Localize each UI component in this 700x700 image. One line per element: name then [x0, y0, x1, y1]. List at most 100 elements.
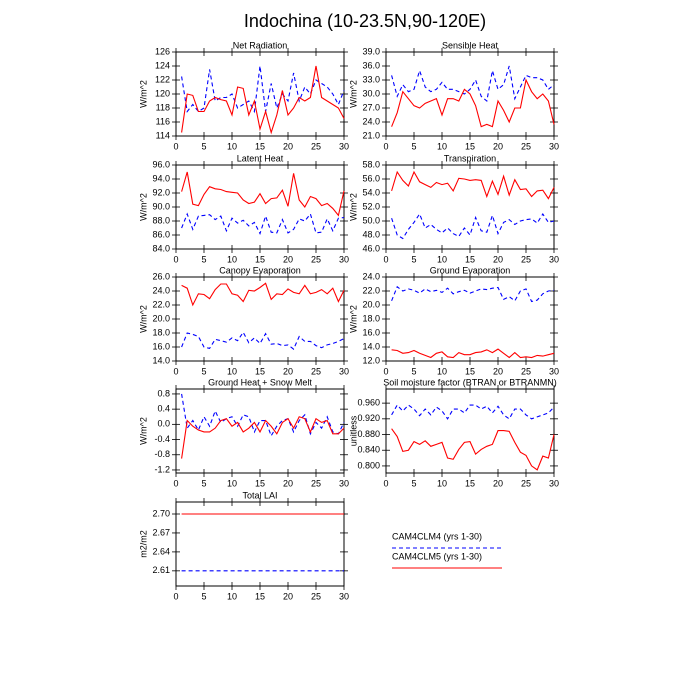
y-tick-label: 20.0	[152, 313, 170, 323]
y-tick-label: -0.8	[154, 449, 170, 459]
panel-title: Soil moisture factor (BTRAN or BTRANMN)	[383, 377, 557, 387]
y-tick-label: 18.0	[152, 327, 170, 337]
series-line	[181, 416, 345, 459]
y-tick-label: 88.0	[152, 215, 170, 225]
series-line	[391, 78, 555, 128]
y-axis-label: W/m^2	[138, 305, 148, 333]
plot-frame	[385, 276, 555, 362]
plot-frame	[175, 388, 345, 474]
x-tick-label: 0	[383, 254, 388, 264]
y-tick-label: 116	[156, 116, 170, 126]
x-tick-label: 20	[283, 591, 293, 601]
x-tick-label: 10	[437, 254, 447, 264]
x-tick-label: 25	[311, 141, 321, 151]
y-tick-label: 0.8	[157, 388, 170, 398]
x-tick-label: 10	[227, 141, 237, 151]
y-tick-label: 27.0	[362, 102, 380, 112]
y-tick-label: -1.2	[154, 464, 170, 474]
x-tick-label: 25	[521, 366, 531, 376]
series-line	[391, 65, 555, 103]
plot-frame	[175, 501, 345, 587]
x-tick-label: 5	[201, 591, 206, 601]
x-tick-label: 0	[173, 591, 178, 601]
x-tick-label: 5	[201, 366, 206, 376]
x-tick-label: 30	[339, 591, 349, 601]
y-tick-label: 56.0	[362, 173, 380, 183]
x-tick-label: 0	[173, 366, 178, 376]
x-tick-label: 20	[493, 254, 503, 264]
y-axis-label: W/m^2	[138, 417, 148, 445]
panel-title: Net Radiation	[233, 40, 288, 50]
plot-frame	[385, 388, 555, 474]
x-tick-label: 5	[411, 254, 416, 264]
x-tick-label: 0	[383, 141, 388, 151]
series-line	[391, 428, 555, 471]
y-tick-label: 120	[155, 88, 170, 98]
x-tick-label: 15	[465, 366, 475, 376]
x-tick-label: 0	[383, 478, 388, 488]
y-tick-label: 18.0	[362, 313, 380, 323]
y-tick-label: 22.0	[362, 285, 380, 295]
y-axis-label: W/m^2	[348, 80, 358, 108]
y-tick-label: 0.0	[157, 419, 170, 429]
x-tick-label: 5	[201, 141, 206, 151]
series-line	[181, 65, 345, 135]
panel-title: Ground Evaporation	[430, 265, 511, 275]
x-tick-label: 0	[173, 141, 178, 151]
x-tick-label: 5	[201, 254, 206, 264]
x-tick-label: 25	[311, 478, 321, 488]
x-tick-label: 25	[521, 254, 531, 264]
x-tick-label: 20	[283, 478, 293, 488]
x-tick-label: 30	[549, 254, 559, 264]
y-tick-label: 24.0	[362, 271, 380, 281]
y-tick-label: 26.0	[152, 271, 170, 281]
x-tick-label: 30	[549, 478, 559, 488]
series-line	[391, 212, 555, 240]
y-tick-label: 126	[155, 46, 170, 56]
x-tick-label: 20	[283, 141, 293, 151]
x-tick-label: 0	[383, 366, 388, 376]
y-tick-label: 0.880	[357, 429, 380, 439]
y-tick-label: 24.0	[152, 285, 170, 295]
y-tick-label: 16.0	[152, 341, 170, 351]
x-tick-label: 5	[201, 478, 206, 488]
y-tick-label: 22.0	[152, 299, 170, 309]
y-tick-label: 50.0	[362, 215, 380, 225]
x-tick-label: 30	[339, 366, 349, 376]
y-axis-label: W/m^2	[348, 193, 358, 221]
x-tick-label: 25	[311, 591, 321, 601]
y-axis-label: W/m^2	[348, 305, 358, 333]
plot-frame	[385, 51, 555, 137]
x-tick-label: 15	[255, 478, 265, 488]
legend-label: CAM4CLM4 (yrs 1-30)	[392, 531, 482, 541]
series-line	[391, 285, 555, 303]
series-line	[181, 331, 345, 350]
x-tick-label: 10	[227, 254, 237, 264]
x-tick-label: 25	[521, 478, 531, 488]
x-tick-label: 0	[173, 478, 178, 488]
y-tick-label: 30.0	[362, 88, 380, 98]
plot-frame	[175, 276, 345, 362]
x-tick-label: 10	[227, 478, 237, 488]
y-tick-label: 122	[155, 74, 170, 84]
y-tick-label: 124	[155, 60, 170, 70]
y-tick-label: 52.0	[362, 201, 380, 211]
y-tick-label: 2.70	[152, 508, 170, 518]
y-tick-label: 46.0	[362, 243, 380, 253]
y-tick-label: 14.0	[152, 355, 170, 365]
x-tick-label: 10	[227, 591, 237, 601]
panel-title: Canopy Evaporation	[219, 265, 301, 275]
y-tick-label: 21.0	[362, 130, 380, 140]
y-tick-label: 2.64	[152, 546, 170, 556]
y-tick-label: 90.0	[152, 201, 170, 211]
x-tick-label: 15	[465, 478, 475, 488]
x-tick-label: 5	[411, 141, 416, 151]
x-tick-label: 15	[255, 141, 265, 151]
x-tick-label: 30	[339, 254, 349, 264]
series-line	[181, 282, 345, 307]
x-tick-label: 25	[311, 366, 321, 376]
series-line	[391, 348, 555, 359]
y-tick-label: 118	[156, 102, 170, 112]
y-tick-label: 12.0	[362, 355, 380, 365]
